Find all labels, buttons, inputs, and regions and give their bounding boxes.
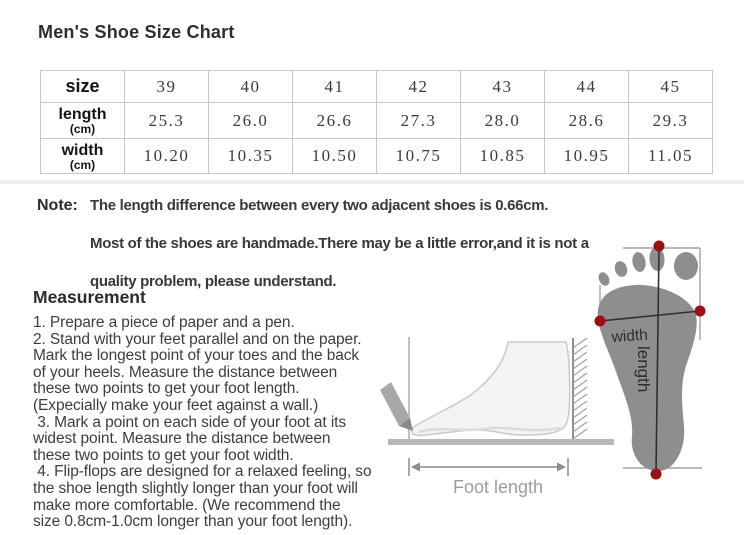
width-value-cell: 10.50 [292,138,377,174]
length-value-cell: 26.6 [292,102,377,139]
note-lines: The length difference between every two … [90,197,589,311]
width-label: width [610,327,648,347]
measurement-steps: 1. Prepare a piece of paper and a pen. 2… [33,314,372,531]
red-marker-top [653,240,665,252]
arrowhead-left-icon [411,462,420,472]
measurement-heading: Measurement [33,287,146,307]
big-toe-icon [674,252,698,280]
toe-icon [614,261,628,277]
width-value-cell: 10.20 [124,138,209,174]
length-value-cell: 26.0 [208,102,293,139]
length-header-unit: (cm) [69,122,96,136]
length-line [655,246,660,474]
size-value-cell: 45 [628,70,713,103]
table-shadow-band [0,180,744,184]
red-marker-bottom [650,468,662,480]
length-value-cell: 27.3 [376,102,461,139]
note-line: Most of the shoes are handmade.There may… [90,235,589,252]
size-value-cell: 44 [544,70,629,103]
pencil-tip-icon [399,418,413,431]
width-value-cell: 10.35 [208,138,293,174]
length-label: length [634,346,653,392]
width-value-cell: 10.75 [376,138,461,174]
footprint-shape [597,247,698,472]
table-row-width: width (cm) 10.20 10.35 10.50 10.75 10.85… [40,138,713,174]
wall-hatching-icon [572,337,588,440]
page-title: Men's Shoe Size Chart [38,22,235,42]
length-value-cell: 28.6 [544,102,629,139]
width-header-label: width [61,141,104,159]
arrowhead-right-icon [557,462,566,472]
size-header-cell: size [40,70,125,103]
toe-small-icon [598,272,610,286]
width-value-cell: 11.05 [628,138,713,174]
foot-length-label: Foot length [453,477,543,497]
table-row-length: length (cm) 25.3 26.0 26.6 27.3 28.0 28.… [40,102,713,139]
table-row-size: size 39 40 41 42 43 44 45 [40,70,713,103]
toe-icon [649,247,665,271]
length-header-label: length [58,106,107,123]
note-label: Note: [37,197,78,214]
size-value-cell: 40 [208,70,293,103]
note-line: The length difference between every two … [90,197,549,214]
red-marker-left [594,315,606,327]
width-value-cell: 10.95 [544,138,629,174]
length-value-cell: 28.0 [460,102,545,139]
size-value-cell: 42 [376,70,461,103]
size-table: size 39 40 41 42 43 44 45 length (cm) 25… [40,70,713,174]
size-value-cell: 41 [292,70,377,103]
ground-line [388,439,614,445]
length-value-cell: 25.3 [124,102,209,139]
foot-side-diagram: Foot length [380,337,614,497]
footprint-diagram: width length [594,240,706,480]
note-section: Note: The length difference between ever… [37,197,589,311]
width-value-cell: 10.85 [460,138,545,174]
red-marker-right [694,305,706,317]
width-header-unit: (cm) [69,157,96,172]
length-value-cell: 29.3 [628,102,713,139]
width-line [599,310,701,322]
foot-profile-icon [411,341,571,437]
size-value-cell: 39 [124,70,209,103]
width-header-cell: width (cm) [40,138,125,174]
toe-icon [632,252,646,272]
note-line: quality problem, please understand. [90,273,337,290]
size-value-cell: 43 [460,70,545,103]
pencil-icon [380,382,410,426]
foot-sole-shading [417,426,561,434]
length-header-cell: length (cm) [40,102,125,139]
